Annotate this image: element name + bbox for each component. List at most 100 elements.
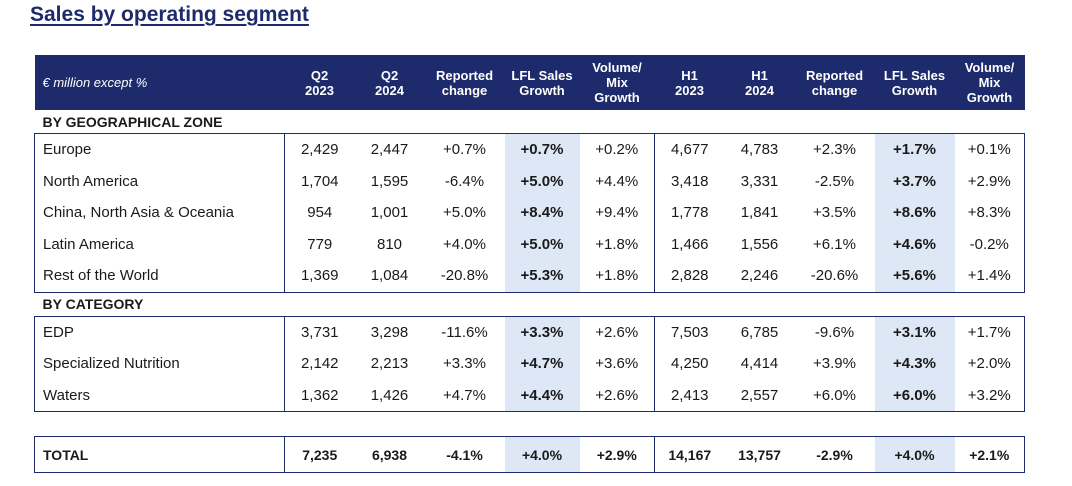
table-cell: +2.9% <box>954 165 1025 197</box>
table-cell: +4.7% <box>424 379 505 412</box>
table-cell: +5.3% <box>504 260 580 293</box>
column-header-line: Q2 <box>380 67 399 83</box>
column-header-line: Mix <box>606 75 628 90</box>
column-header-line: Reported <box>805 67 864 83</box>
column-header: Volume/Mix Growth <box>579 55 655 110</box>
column-header: Volume/Mix Growth <box>954 55 1025 110</box>
table-row: Latin America 779 810 +4.0% +5.0% +1.8% 1,466 1… <box>34 228 1025 260</box>
table-cell: +2.3% <box>813 141 856 159</box>
table-cell: +2.0% <box>954 348 1025 380</box>
table-row: Specialized Nutrition 2,142 2,213 +3.3% +4.7… <box>34 348 1025 380</box>
section-label: BY CATEGORY <box>34 292 1025 317</box>
column-header-line: Growth <box>519 82 565 98</box>
column-header: H1 2023 <box>654 55 725 110</box>
table-cell: +2.9% <box>579 436 655 473</box>
table-cell: 2,246 <box>724 260 795 293</box>
table-cell: 4,677 <box>654 133 725 166</box>
column-header: LFL Sales Growth <box>504 55 580 110</box>
table-cell: 3,298 <box>370 323 409 341</box>
column-header-line: Mix <box>978 75 1001 90</box>
table-cell: +3.1% <box>874 316 955 348</box>
table-cell: +4.0% <box>874 436 955 473</box>
row-label: China, North Asia & Oceania <box>34 197 285 229</box>
column-header-line: Reported <box>435 67 494 83</box>
column-header-line: 2024 <box>375 82 404 98</box>
table-cell: 1,466 <box>654 228 725 260</box>
row-label: North America <box>34 165 285 197</box>
table-cell: 2,413 <box>654 379 725 412</box>
table-cell: +2.1% <box>954 436 1025 473</box>
table-cell: +9.4% <box>595 204 639 222</box>
table-cell: +3.5% <box>813 204 856 222</box>
table-cell: 3,418 <box>654 165 725 197</box>
table-cell: +4.0% <box>443 235 486 253</box>
table-cell: +3.3% <box>443 355 486 373</box>
table-cell: 6,938 <box>354 436 425 473</box>
table-cell: +0.2% <box>595 141 639 159</box>
table-cell: +2.6% <box>579 379 655 412</box>
table-cell: -2.5% <box>814 172 855 190</box>
column-header-line: Q2 <box>310 67 329 83</box>
table-cell: 1,426 <box>354 379 425 412</box>
row-label: Europe <box>34 133 285 166</box>
column-header-line: H1 <box>751 67 768 83</box>
section-header-row: BY GEOGRAPHICAL ZONE <box>34 110 1025 134</box>
column-header-line: change <box>441 82 488 98</box>
table-cell: +4.6% <box>874 228 955 260</box>
unit-label: € million except % <box>34 55 285 110</box>
table-cell: +5.0% <box>504 228 580 260</box>
column-header: Reported change <box>794 55 875 110</box>
row-label: Latin America <box>34 228 285 260</box>
table-row: EDP 3,731 3,298 -11.6% +3.3% +2.6% 7,503 6,785 -… <box>34 316 1025 348</box>
table-cell: +1.7% <box>874 133 955 166</box>
table-cell: -11.6% <box>441 323 488 341</box>
table-row: China, North Asia & Oceania 954 1,001 +5.0%… <box>34 197 1025 229</box>
table-row: North America 1,704 1,595 -6.4% +5.0% +4.4% 3,… <box>34 165 1025 197</box>
section-label: BY GEOGRAPHICAL ZONE <box>34 110 1025 134</box>
table-cell: 2,213 <box>370 355 409 373</box>
table-cell: +3.6% <box>595 355 639 373</box>
table-cell: 6,785 <box>740 323 779 341</box>
total-row: TOTAL 7,235 6,938 -4.1% +4.0% +2.9% 14,167 13,7… <box>34 436 1025 473</box>
table-cell: 2,557 <box>724 379 795 412</box>
column-header-line: 2023 <box>675 82 704 98</box>
table-cell: +8.6% <box>874 197 955 229</box>
row-label: Rest of the World <box>34 260 285 293</box>
table-cell: -9.6% <box>814 323 855 341</box>
column-header-line: Volume/ <box>592 60 642 75</box>
column-header-line: Growth <box>594 90 640 105</box>
column-header: Reported change <box>424 55 505 110</box>
table-cell: 4,414 <box>740 355 779 373</box>
table-cell: 1,084 <box>354 260 425 293</box>
table-cell: +1.7% <box>954 316 1025 348</box>
table-cell: +2.6% <box>595 323 639 341</box>
table-row: Waters 1,362 1,426 +4.7% +4.4% +2.6% 2,413 2,55… <box>34 379 1025 412</box>
column-header-line: change <box>811 82 858 98</box>
table-cell: 2,142 <box>284 348 355 380</box>
column-header: LFL Sales Growth <box>874 55 955 110</box>
table-cell: 1,556 <box>740 235 779 253</box>
table-cell: +4.0% <box>504 436 580 473</box>
table-cell: 1,362 <box>284 379 355 412</box>
table-cell: +0.7% <box>504 133 580 166</box>
table-cell: +0.7% <box>443 141 486 159</box>
table-cell: +3.7% <box>874 165 955 197</box>
table-cell: +1.8% <box>595 235 639 253</box>
table-cell: 2,429 <box>284 133 355 166</box>
section-header-row: BY CATEGORY <box>34 292 1025 317</box>
table-cell: +0.1% <box>954 133 1025 166</box>
table-cell: +4.7% <box>504 348 580 380</box>
table-cell: +5.0% <box>443 204 486 222</box>
page-title: Sales by operating segment <box>30 3 309 26</box>
column-header-line: H1 <box>681 67 698 83</box>
table-cell: -2.9% <box>794 436 875 473</box>
row-label: EDP <box>34 316 285 348</box>
sales-table: € million except % Q2 2023 Q2 2024 Reported c… <box>34 55 1025 473</box>
row-label: Specialized Nutrition <box>34 348 285 380</box>
table-cell: -20.6% <box>794 260 875 293</box>
column-header-line: LFL Sales <box>883 67 946 83</box>
table-cell: -6.4% <box>444 172 485 190</box>
table-cell: 7,235 <box>284 436 355 473</box>
table-cell: 779 <box>284 228 355 260</box>
column-header-line: 2024 <box>745 82 774 98</box>
